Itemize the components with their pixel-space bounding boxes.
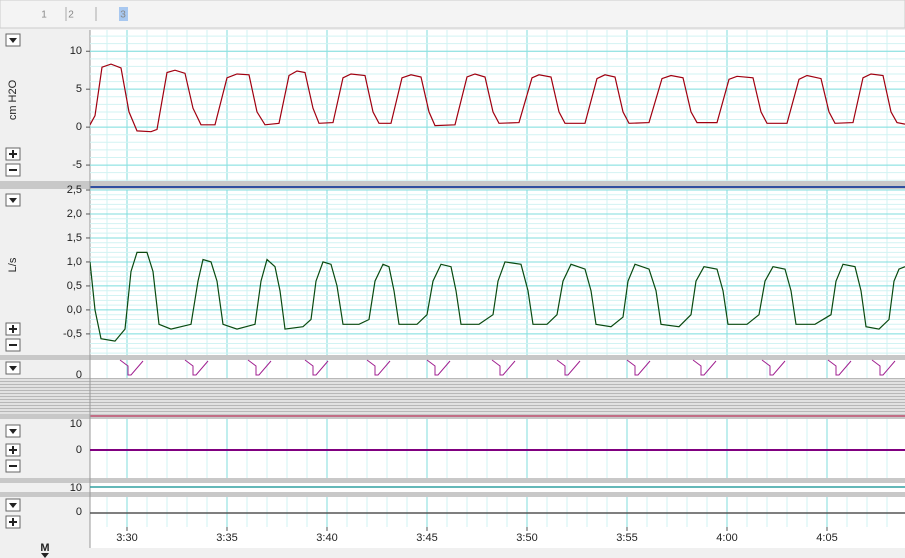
event-marker [366, 359, 391, 376]
y-tick-label: 0,5 [67, 280, 82, 292]
y-tick-label: -5 [72, 159, 82, 171]
event-marker [556, 359, 581, 376]
y-tick-label: -0,5 [63, 328, 82, 340]
plot-bg [90, 30, 905, 181]
hidden-channels [0, 378, 905, 414]
event-marker [827, 359, 852, 376]
plot-bg [90, 360, 905, 378]
plots: 3:30 3:35 3:40 3:45 3:50 3:55 4:00 4:05 10 5 0 -5 cm… [7, 30, 905, 544]
time-axis-bg [90, 527, 905, 548]
y-tick-label: 10 [70, 482, 82, 494]
y-tick-label: 10 [70, 45, 82, 57]
y-tick-label: 2,5 [67, 184, 82, 196]
trace [90, 251, 905, 342]
splitter[interactable] [0, 492, 905, 497]
trace [90, 63, 905, 133]
event-marker [761, 359, 786, 376]
x-tick-label: 4:05 [816, 532, 837, 544]
tab[interactable]: 1 [41, 10, 47, 21]
tab[interactable]: 3 [120, 10, 126, 21]
y-tick-label: 2,0 [67, 208, 82, 220]
x-tick-label: 3:35 [216, 532, 237, 544]
y-tick-label: 1,5 [67, 232, 82, 244]
event-marker [247, 359, 272, 376]
y-axis-label: cm H2O [7, 79, 19, 120]
splitter[interactable] [0, 181, 905, 189]
y-tick-label: 0,0 [67, 304, 82, 316]
y-tick-label: 10 [70, 418, 82, 430]
x-tick-label: 3:55 [616, 532, 637, 544]
x-tick-label: 3:40 [316, 532, 337, 544]
y-tick-label: 0 [76, 369, 82, 381]
tab-highlight [119, 7, 128, 21]
plot-bg [90, 190, 905, 355]
splitter[interactable] [0, 355, 905, 360]
event-marker [626, 359, 651, 376]
y-tick-label: 0 [76, 121, 82, 133]
splitter[interactable] [0, 478, 905, 483]
plot-bg [90, 419, 905, 478]
toolbar [0, 0, 905, 29]
event-marker [426, 359, 451, 376]
y-tick-label: 0 [76, 506, 82, 518]
y-tick-label: 1,0 [67, 256, 82, 268]
x-tick-label: 3:50 [516, 532, 537, 544]
y-axis-label: L/s [7, 257, 19, 272]
event-marker [184, 359, 209, 376]
x-tick-label: 3:45 [416, 532, 437, 544]
tab[interactable]: 2 [68, 10, 74, 21]
control-icons [9, 38, 49, 558]
y-tick-label: 5 [76, 83, 82, 95]
marker-label[interactable]: M [40, 542, 49, 554]
y-tick-label: 0 [76, 444, 82, 456]
event-marker [304, 359, 329, 376]
x-tick-label: 3:30 [116, 532, 137, 544]
plot-bg [90, 497, 905, 527]
event-marker [491, 359, 516, 376]
event-marker [871, 359, 896, 376]
x-tick-label: 4:00 [716, 532, 737, 544]
event-marker [692, 359, 717, 376]
event-marker [119, 359, 144, 376]
